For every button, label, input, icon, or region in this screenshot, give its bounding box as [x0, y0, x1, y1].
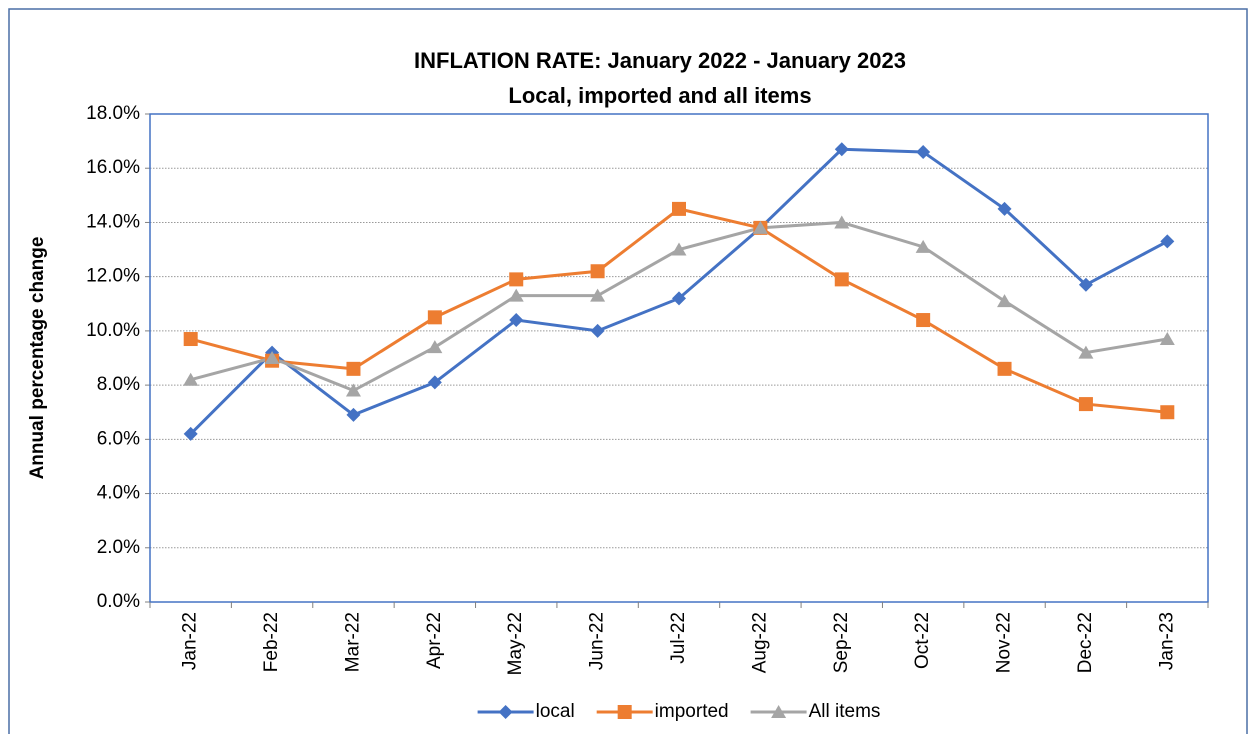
legend: local imported All items — [477, 701, 881, 722]
legend-label: All items — [809, 701, 881, 722]
marker — [1078, 277, 1093, 292]
x-tick-label: Jun-22 — [587, 612, 608, 670]
y-tick-label: 0.0% — [97, 591, 140, 612]
y-tick-label: 4.0% — [97, 483, 140, 504]
marker — [1159, 332, 1175, 346]
marker — [752, 220, 768, 234]
marker — [183, 372, 199, 386]
frame — [8, 8, 1248, 734]
chart-subtitle: Local, imported and all items — [508, 83, 811, 108]
marker — [1160, 234, 1175, 249]
y-tick-label: 16.0% — [86, 157, 140, 178]
plot-border — [149, 113, 1209, 603]
marker — [916, 144, 931, 159]
x-tick-label: Jan-22 — [180, 612, 201, 670]
legend-label: local — [536, 701, 575, 722]
marker — [834, 142, 849, 157]
marker — [346, 361, 361, 376]
x-tick-label: Aug-22 — [749, 612, 770, 673]
marker — [590, 264, 605, 279]
marker — [672, 291, 686, 306]
marker — [834, 215, 850, 229]
marker — [508, 288, 524, 302]
y-tick-label: 14.0% — [86, 211, 140, 232]
marker — [1078, 345, 1094, 359]
y-tick-label: 18.0% — [86, 103, 140, 124]
x-tick-label: Sep-22 — [831, 612, 852, 673]
marker — [1078, 397, 1093, 412]
marker — [509, 272, 524, 287]
marker — [590, 288, 606, 302]
y-axis-label: Annual percentage change — [27, 237, 48, 480]
marker — [916, 313, 931, 328]
marker — [672, 201, 686, 216]
x-tick-label: Feb-22 — [261, 612, 282, 672]
marker — [771, 705, 787, 718]
legend-label: imported — [655, 701, 729, 722]
x-tick-label: Jan-23 — [1156, 612, 1177, 670]
marker — [997, 294, 1013, 308]
marker — [997, 201, 1012, 216]
marker — [346, 407, 361, 422]
y-tick-label: 12.0% — [86, 266, 140, 287]
x-tick-label: Apr-22 — [424, 612, 445, 669]
marker — [590, 323, 605, 338]
marker — [427, 310, 442, 325]
marker — [509, 313, 524, 328]
marker — [915, 239, 931, 253]
x-tick-label: May-22 — [505, 612, 526, 675]
x-tick-label: Nov-22 — [994, 612, 1015, 673]
marker — [671, 242, 687, 256]
y-tick-label: 6.0% — [97, 428, 140, 449]
y-tick-label: 2.0% — [97, 537, 140, 558]
x-tick-label: Dec-22 — [1075, 612, 1096, 673]
marker — [264, 351, 280, 364]
marker — [997, 361, 1012, 376]
marker — [427, 340, 443, 354]
marker — [345, 383, 361, 397]
marker — [834, 272, 849, 287]
marker — [427, 375, 442, 390]
y-tick-label: 8.0% — [97, 374, 140, 395]
marker — [183, 426, 198, 441]
x-tick-label: Jul-22 — [668, 612, 689, 664]
chart-title: INFLATION RATE: January 2022 - January 2… — [414, 48, 906, 73]
marker — [617, 705, 632, 719]
marker — [183, 332, 198, 347]
y-tick-label: 10.0% — [86, 320, 140, 341]
marker — [498, 705, 513, 719]
marker — [1160, 405, 1175, 420]
x-tick-label: Oct-22 — [912, 612, 933, 669]
x-tick-label: Mar-22 — [342, 612, 363, 672]
